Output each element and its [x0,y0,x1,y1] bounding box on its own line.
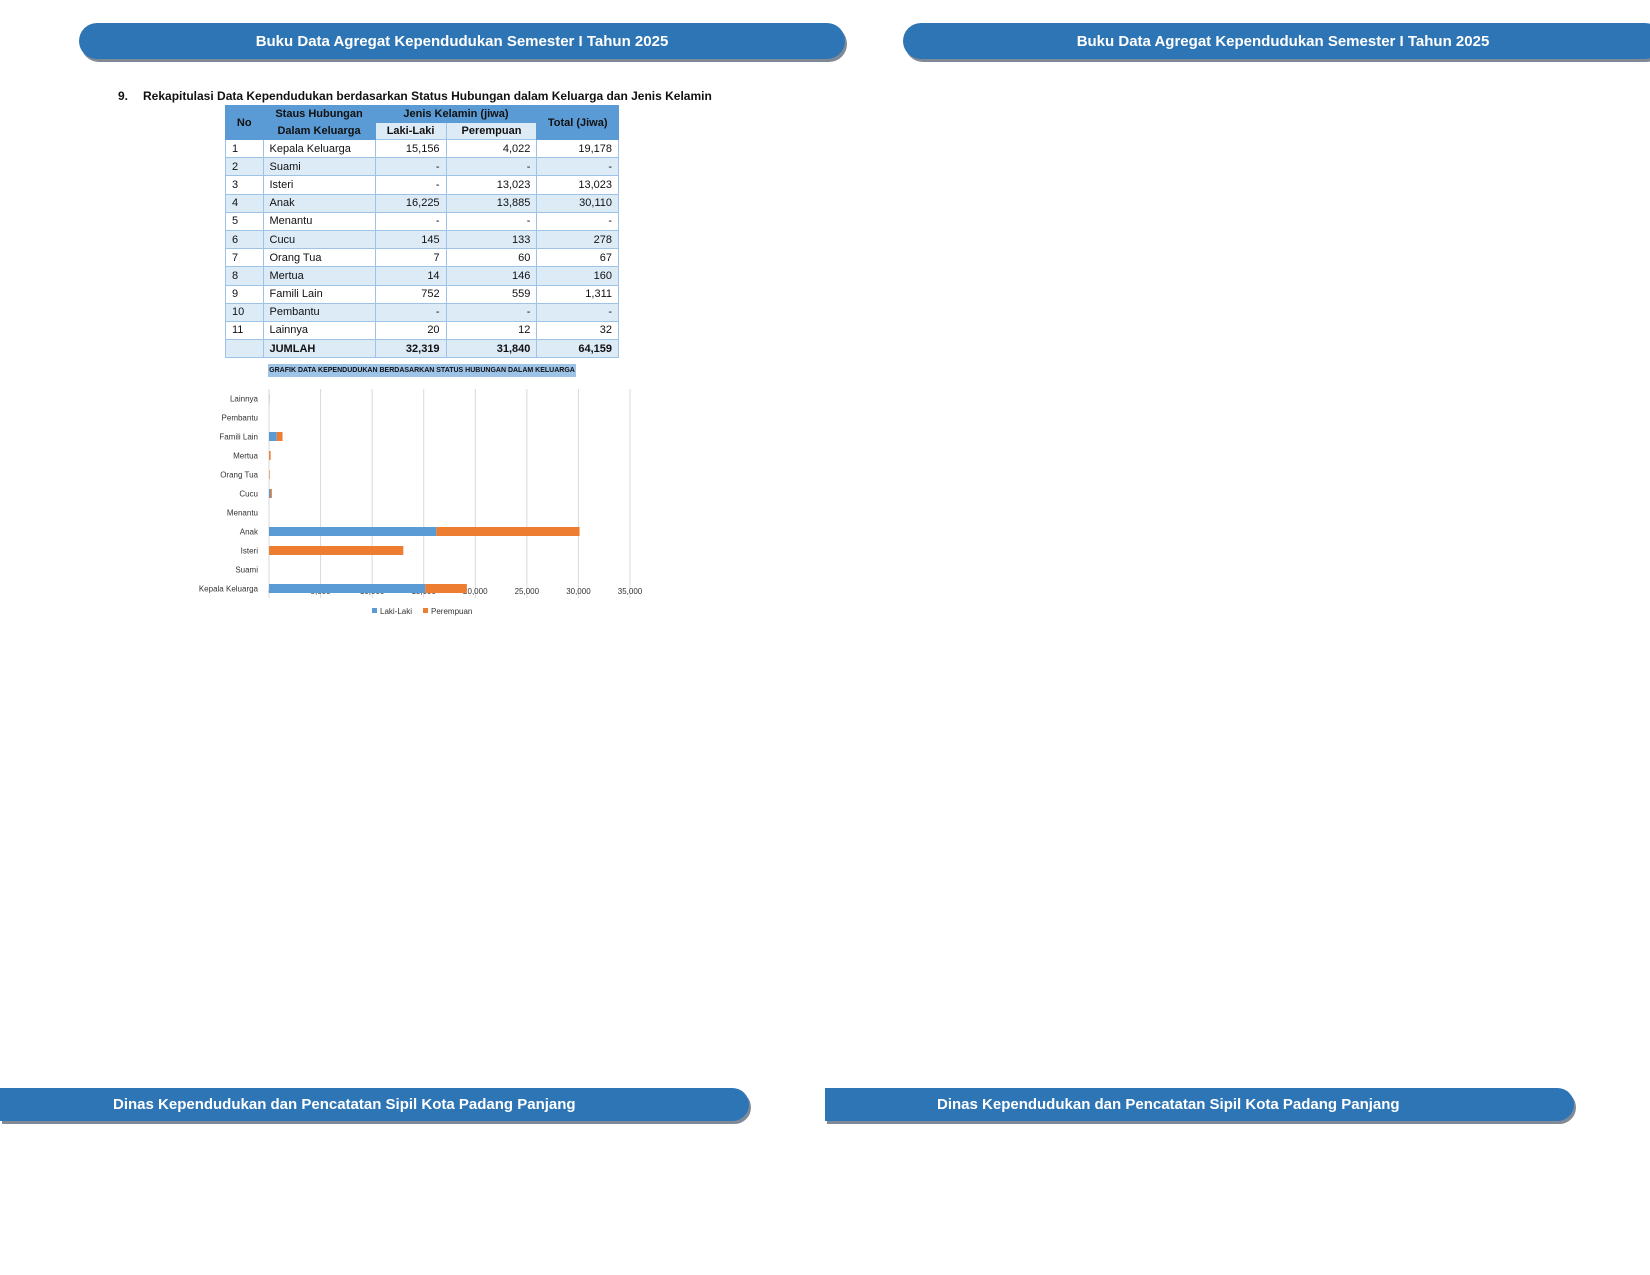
cell-total: - [536,157,619,177]
footer-banner-left: Dinas Kependudukan dan Pencatatan Sipil … [0,1088,749,1121]
cell-male: 15,156 [374,138,447,159]
cell-no: 2 [225,157,264,177]
cell-no: 10 [225,302,264,322]
y-category-label: Isteri [241,547,259,556]
total-male: 32,319 [374,339,447,359]
cell-status: Mertua [262,266,376,286]
legend-swatch [423,608,428,613]
col-female: Perempuan [445,122,538,140]
col-gender: Jenis Kelamin (jiwa) [374,105,538,123]
y-category-label: Pembantu [222,414,258,423]
cell-female: 559 [445,284,538,304]
bar-perempuan [276,432,283,441]
y-category-label: Famili Lain [219,433,258,442]
y-category-label: Orang Tua [220,471,258,480]
header-banner-right: Buku Data Agregat Kependudukan Semester … [903,23,1650,59]
cell-female: 12 [445,320,538,341]
legend-label: Laki-Laki [380,607,412,616]
bar-laki-laki [269,527,437,536]
y-category-label: Mertua [233,452,258,461]
cell-status: Pembantu [262,302,376,322]
cell-total: 13,023 [536,175,619,195]
y-category-label: Menantu [227,509,258,518]
bar-laki-laki [269,489,271,498]
chart-title: GRAFIK DATA KEPENDUDUKAN BERDASARKAN STA… [268,364,576,377]
bar-perempuan [270,489,272,498]
cell-female: 13,885 [445,193,538,213]
col-no: No [225,105,264,140]
bar-perempuan [436,527,580,536]
cell-status: Lainnya [262,320,376,341]
x-tick-label: 30,000 [566,587,591,596]
cell-male: 20 [374,320,447,341]
section-number: 9. [118,89,129,103]
cell-male: 16,225 [374,193,447,213]
cell-male: - [374,302,447,322]
bar-perempuan [269,546,404,555]
cell-status: Orang Tua [262,248,376,268]
cell-male: 14 [374,266,447,286]
cell-status: Kepala Keluarga [262,138,376,159]
cell-total: - [536,302,619,322]
data-table: No Staus Hubungan Jenis Kelamin (jiwa) T… [225,105,619,359]
table-row: 8 Mertua 14 146 160 [225,266,619,286]
table-row: 9 Famili Lain 752 559 1,311 [225,284,619,304]
header-title: Buku Data Agregat Kependudukan Semester … [1076,32,1490,50]
cell-total: 67 [536,248,619,268]
table-row: 11 Lainnya 20 12 32 [225,320,619,341]
total-empty [225,339,264,359]
header-banner-left: Buku Data Agregat Kependudukan Semester … [79,23,845,59]
total-total: 64,159 [536,339,619,359]
cell-female: - [445,302,538,322]
legend-label: Perempuan [431,607,472,616]
legend-swatch [372,608,377,613]
col-total: Total (Jiwa) [536,105,619,140]
cell-female: 60 [445,248,538,268]
cell-male: 7 [374,248,447,268]
y-category-label: Cucu [239,490,258,499]
bar-laki-laki [269,584,426,593]
total-label: JUMLAH [262,339,376,359]
footer-text: Dinas Kependudukan dan Pencatatan Sipil … [113,1096,576,1113]
cell-total: 160 [536,266,619,286]
y-category-label: Kepala Keluarga [199,585,259,594]
total-row: JUMLAH 32,319 31,840 64,159 [225,339,619,359]
bar-perempuan [269,470,270,479]
cell-total: 1,311 [536,284,619,304]
table-row: 3 Isteri -13,023 13,023 [225,175,619,195]
cell-female: 146 [445,266,538,286]
cell-total: - [536,211,619,231]
header-title: Buku Data Agregat Kependudukan Semester … [255,32,669,50]
y-category-label: Suami [235,566,258,575]
cell-female: - [445,157,538,177]
col-male: Laki-Laki [374,122,447,140]
x-tick-label: 20,000 [463,587,488,596]
cell-total: 32 [536,320,619,341]
y-category-label: Anak [240,528,259,537]
section-title-text: Rekapitulasi Data Kependudukan berdasark… [143,89,712,103]
bar-perempuan [269,451,271,460]
y-category-label: Lainnya [230,395,259,404]
bar-laki-laki [269,432,277,441]
cell-male: 752 [374,284,447,304]
table-row: 2 Suami - - - [225,157,619,177]
bar-perempuan [425,584,467,593]
cell-status: Famili Lain [262,284,376,304]
total-female: 31,840 [445,339,538,359]
cell-male: - [374,157,447,177]
table-row: 4 Anak 16,225 13,885 30,110 [225,193,619,213]
x-tick-label: 25,000 [515,587,540,596]
cell-no: 8 [225,266,264,286]
x-tick-label: 35,000 [618,587,643,596]
table-row: 7 Orang Tua 7 60 67 [225,248,619,268]
col-status-2: Dalam Keluarga [262,122,376,140]
table-row: 10 Pembantu - - - [225,302,619,322]
bar-chart: -5,00010,00015,00020,00025,00030,00035,0… [199,389,643,616]
footer-banner-right: Dinas Kependudukan dan Pencatatan Sipil … [825,1088,1574,1121]
cell-female: 133 [445,229,538,250]
footer-text: Dinas Kependudukan dan Pencatatan Sipil … [937,1096,1400,1113]
cell-no: 6 [225,229,264,250]
